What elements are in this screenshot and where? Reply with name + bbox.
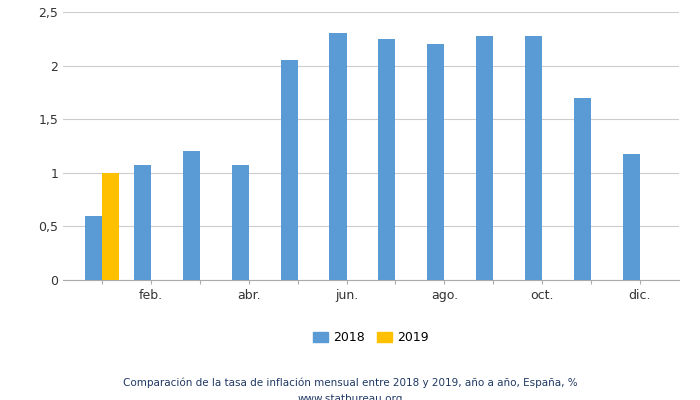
Bar [85, 216, 102, 280]
Bar [427, 44, 444, 280]
Text: www.statbureau.org: www.statbureau.org [298, 394, 402, 400]
Bar [281, 60, 297, 280]
Legend: 2018, 2019: 2018, 2019 [308, 326, 434, 350]
Bar [574, 98, 591, 280]
Bar [232, 165, 248, 280]
Bar [102, 173, 119, 280]
Text: Comparación de la tasa de inflación mensual entre 2018 y 2019, año a año, España: Comparación de la tasa de inflación mens… [122, 378, 577, 388]
Bar [378, 39, 395, 280]
Bar [134, 165, 151, 280]
Bar [623, 154, 640, 280]
Bar [525, 36, 542, 280]
Bar [183, 151, 200, 280]
Bar [330, 34, 346, 280]
Bar [476, 36, 494, 280]
